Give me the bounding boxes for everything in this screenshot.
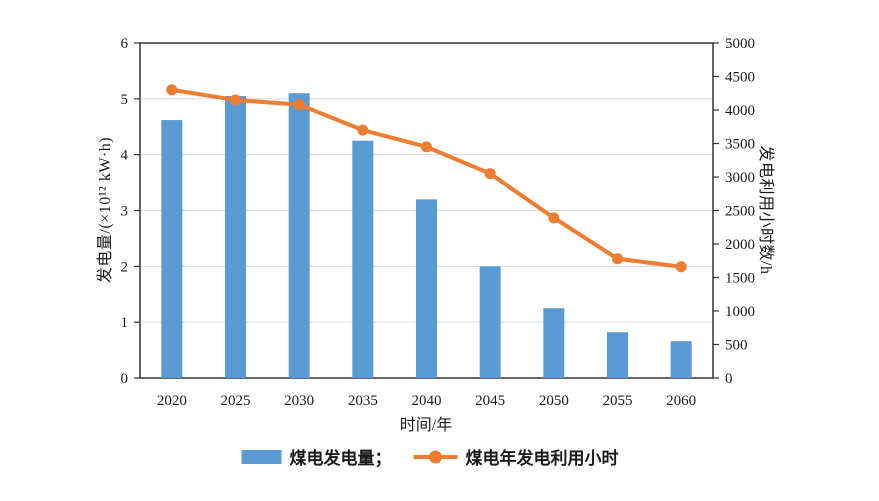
y-right-tick-label: 5000 xyxy=(725,36,755,52)
y-right-tick-label: 0 xyxy=(725,371,733,387)
x-axis-title: 时间/年 xyxy=(399,417,453,434)
y-right-tick-label: 1000 xyxy=(725,304,755,320)
bar-legend-label: 煤电发电量； xyxy=(289,449,392,468)
y-left-tick-label: 5 xyxy=(121,92,129,108)
line-marker-2045 xyxy=(484,168,496,180)
line-legend-marker-icon xyxy=(413,450,458,463)
bar-2035 xyxy=(352,140,374,378)
line-marker-2035 xyxy=(357,124,369,136)
line-marker-2020 xyxy=(166,84,178,96)
y-right-tick-label: 3500 xyxy=(725,137,755,153)
x-tick-label: 2055 xyxy=(603,393,633,409)
bar-2025 xyxy=(225,96,246,379)
x-tick-label: 2030 xyxy=(284,393,314,409)
bar-2020 xyxy=(161,120,183,379)
line-marker-2025 xyxy=(230,94,241,106)
y-left-tick-label: 0 xyxy=(121,371,129,387)
x-tick-label: 2035 xyxy=(348,393,378,409)
bar-2050 xyxy=(543,308,565,378)
x-tick-label: 2040 xyxy=(412,393,442,409)
line-legend-dot-icon xyxy=(429,450,442,463)
bar-legend-swatch-icon xyxy=(241,449,282,464)
y-right-tick-label: 2500 xyxy=(725,204,755,220)
y-left-tick-label: 4 xyxy=(121,148,129,164)
y-left-tick-label: 6 xyxy=(121,36,129,52)
y-left-tick-label: 2 xyxy=(121,259,129,275)
line-marker-2030 xyxy=(293,99,305,111)
y-right-axis-title: 发电利用小时数/h xyxy=(757,145,774,275)
y-right-tick-label: 500 xyxy=(725,338,748,354)
x-tick-label: 2020 xyxy=(157,393,187,409)
x-tick-label: 2050 xyxy=(539,393,569,409)
bar-2060 xyxy=(670,341,692,378)
x-tick-label: 2060 xyxy=(666,393,696,409)
bar-2055 xyxy=(607,332,628,378)
y-right-tick-label: 4000 xyxy=(725,103,755,119)
y-left-axis-title: 发电量/(×10¹² kW·h) xyxy=(97,136,114,284)
x-tick-label: 2025 xyxy=(221,393,251,409)
y-right-tick-label: 1500 xyxy=(725,271,755,287)
bar-2030 xyxy=(288,93,310,378)
y-left-tick-label: 1 xyxy=(121,315,129,331)
y-right-tick-label: 2000 xyxy=(725,237,755,253)
line-marker-2055 xyxy=(612,253,623,265)
line-marker-2040 xyxy=(421,141,432,153)
y-right-tick-label: 3000 xyxy=(725,170,755,186)
legend: 煤电发电量； 煤电年发电利用小时 xyxy=(241,444,619,469)
line-marker-2060 xyxy=(675,261,687,273)
bar-2040 xyxy=(416,199,437,378)
y-left-tick-label: 3 xyxy=(121,204,129,220)
bar-2045 xyxy=(479,266,501,378)
line-legend-label: 煤电年发电利用小时 xyxy=(465,449,619,468)
legend-item-bar: 煤电发电量； xyxy=(241,444,392,469)
x-tick-label: 2045 xyxy=(475,393,505,409)
line-marker-2050 xyxy=(548,212,560,224)
y-right-tick-label: 4500 xyxy=(725,70,755,86)
legend-item-line: 煤电年发电利用小时 xyxy=(413,444,619,469)
